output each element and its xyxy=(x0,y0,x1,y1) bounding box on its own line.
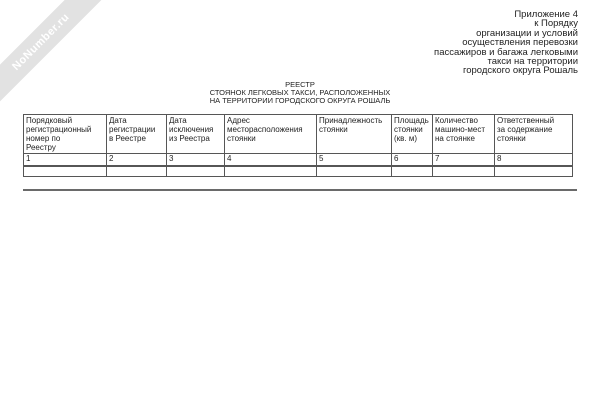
column-header: Количество машино-мест на стоянке xyxy=(432,114,495,154)
column-header: Принадлежность стоянки xyxy=(316,114,392,154)
column-number: 7 xyxy=(432,153,495,166)
column-header: Дата регистрации в Реестре xyxy=(106,114,167,154)
document-title: РЕЕСТР СТОЯНОК ЛЕГКОВЫХ ТАКСИ, РАСПОЛОЖЕ… xyxy=(0,80,600,106)
column-number-row: 1 2 3 4 5 6 7 8 xyxy=(23,153,573,166)
column-header: Дата исключения из Реестра xyxy=(166,114,225,154)
empty-cell xyxy=(494,164,573,177)
signature-divider-line xyxy=(23,189,577,191)
appendix-note-line: осуществления перевозки xyxy=(462,37,578,49)
watermark-text: NoNumber.ru xyxy=(10,11,72,73)
empty-data-row xyxy=(23,164,573,177)
document-title-line: РЕЕСТР xyxy=(285,80,315,89)
column-number: 6 xyxy=(391,153,433,166)
table-header-row: Порядковый регистрационный номер по Реес… xyxy=(23,114,573,154)
empty-cell xyxy=(23,164,107,177)
column-number: 1 xyxy=(23,153,107,166)
column-number: 5 xyxy=(316,153,392,166)
empty-cell xyxy=(432,164,495,177)
column-header: Порядковый регистрационный номер по Реес… xyxy=(23,114,107,154)
appendix-note-line: городского округа Рошаль xyxy=(462,65,578,77)
appendix-note-line: организации и условий xyxy=(476,27,578,39)
appendix-note: Приложение 4 к Порядку организации и усл… xyxy=(434,10,578,76)
appendix-note-line: пассажиров и багажа легковыми xyxy=(434,46,578,58)
column-header: Площадь стоянки (кв. м) xyxy=(391,114,433,154)
document-title-line: НА ТЕРРИТОРИИ ГОРОДСКОГО ОКРУГА РОШАЛЬ xyxy=(209,96,391,106)
column-number: 4 xyxy=(224,153,317,166)
empty-cell xyxy=(166,164,225,177)
column-number: 3 xyxy=(166,153,225,166)
empty-cell xyxy=(106,164,167,177)
document-title-line: СТОЯНОК ЛЕГКОВЫХ ТАКСИ, РАСПОЛОЖЕННЫХ xyxy=(209,88,391,98)
column-number: 2 xyxy=(106,153,167,166)
column-number: 8 xyxy=(494,153,573,166)
appendix-note-line: такси на территории xyxy=(487,56,578,68)
appendix-note-line: к Порядку xyxy=(534,18,578,30)
empty-cell xyxy=(224,164,317,177)
empty-cell xyxy=(316,164,392,177)
appendix-note-line: Приложение 4 xyxy=(514,9,578,20)
column-header: Ответственный за содержание стоянки xyxy=(494,114,573,154)
column-header: Адрес месторасположения стоянки xyxy=(224,114,317,154)
empty-cell xyxy=(391,164,433,177)
registry-table: Порядковый регистрационный номер по Реес… xyxy=(23,114,573,177)
